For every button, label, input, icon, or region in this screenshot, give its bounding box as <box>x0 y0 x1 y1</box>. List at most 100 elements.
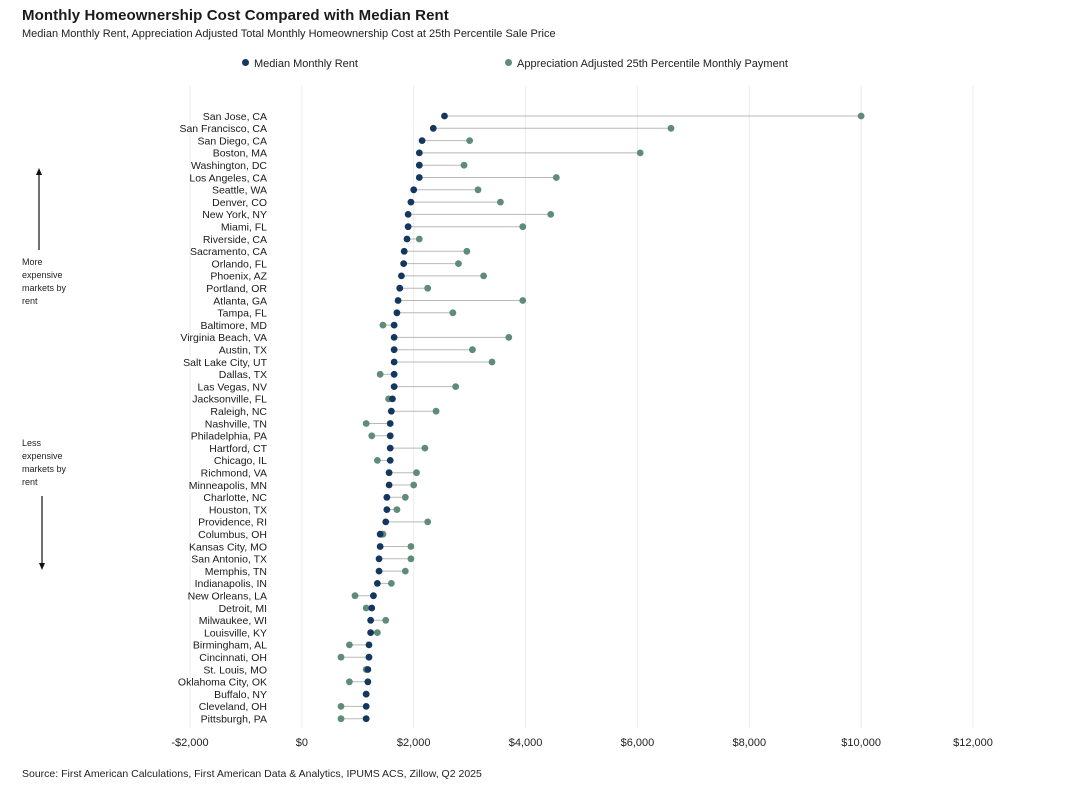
rent-point <box>367 616 375 624</box>
payment-point <box>519 223 527 231</box>
rent-point <box>370 592 377 600</box>
rent-point <box>368 604 376 612</box>
legend-item-payment: Appreciation Adjusted 25th Percentile Mo… <box>505 58 788 70</box>
payment-point <box>337 715 345 723</box>
payment-point <box>505 334 513 341</box>
payment-point <box>345 641 353 649</box>
rent-point <box>390 321 398 329</box>
category-label: Detroit, MI <box>219 603 267 615</box>
category-label: Baltimore, MD <box>200 320 267 332</box>
payment-point <box>407 543 415 550</box>
chart-title: Monthly Homeownership Cost Compared with… <box>22 7 449 24</box>
legend-item-rent: Median Monthly Rent <box>242 58 358 70</box>
category-label: Orlando, FL <box>212 258 268 270</box>
rent-point <box>390 334 398 341</box>
payment-point <box>667 124 675 132</box>
payment-point <box>452 383 460 390</box>
legend-marker-rent <box>242 59 249 66</box>
rent-point <box>362 690 370 698</box>
category-label: Louisville, KY <box>204 627 267 639</box>
legend-marker-payment <box>505 59 512 66</box>
payment-point <box>460 161 468 169</box>
category-label: Pittsburgh, PA <box>201 714 267 726</box>
rent-point <box>375 567 383 575</box>
category-label: Cleveland, OH <box>199 701 267 713</box>
payment-point <box>469 346 476 354</box>
payment-point <box>466 137 474 145</box>
payment-point <box>373 629 381 636</box>
direction-arrows <box>36 168 45 570</box>
x-tick-label: -$2,000 <box>171 737 208 749</box>
connectors <box>341 115 862 720</box>
category-label: Memphis, TN <box>205 566 267 578</box>
payment-point <box>424 518 432 526</box>
payment-point <box>455 260 462 267</box>
side-note-less-expensive: Less expensive markets by rent <box>22 438 67 487</box>
rent-point <box>394 297 402 304</box>
category-label: San Diego, CA <box>198 135 267 147</box>
x-tick-label: $2,000 <box>397 737 431 749</box>
rent-point <box>407 198 415 206</box>
payment-point <box>410 481 418 489</box>
rent-point <box>386 444 394 452</box>
rent-point <box>441 112 448 120</box>
rent-point <box>386 432 394 440</box>
category-label: Providence, RI <box>198 517 267 529</box>
rent-point <box>396 284 404 292</box>
rent-point <box>373 580 381 587</box>
rent-point <box>415 174 423 181</box>
category-label: Chicago, IL <box>214 455 267 467</box>
rent-point <box>383 506 391 513</box>
rent-point <box>389 395 396 403</box>
legend-label-payment: Appreciation Adjusted 25th Percentile Mo… <box>517 58 788 70</box>
category-label: Buffalo, NY <box>214 689 267 701</box>
x-tick-label: $12,000 <box>953 737 993 749</box>
payment-point <box>401 493 409 501</box>
rent-point <box>382 518 390 526</box>
category-label: Kansas City, MO <box>189 541 267 553</box>
category-label: Seattle, WA <box>212 185 267 197</box>
category-label: Dallas, TX <box>219 369 267 381</box>
category-label: Los Angeles, CA <box>189 172 267 184</box>
category-label: Cincinnati, OH <box>199 652 267 664</box>
payment-point <box>519 297 527 304</box>
payment-point <box>488 358 496 366</box>
payment-point <box>387 580 395 587</box>
payment-point <box>552 174 560 181</box>
category-label: San Antonio, TX <box>191 554 267 566</box>
category-label: Columbus, OH <box>198 529 267 541</box>
rent-point <box>404 211 412 218</box>
rent-point <box>364 666 372 673</box>
category-label: Atlanta, GA <box>213 295 267 307</box>
payment-point <box>432 407 440 415</box>
payment-point <box>393 506 401 513</box>
rent-point <box>365 653 373 661</box>
rent-point <box>390 358 398 366</box>
category-label: Phoenix, AZ <box>210 271 267 283</box>
category-label: Nashville, TN <box>205 418 267 430</box>
category-label: San Francisco, CA <box>179 123 267 135</box>
category-label: Charlotte, NC <box>203 492 267 504</box>
rent-point <box>390 370 398 378</box>
payment-point <box>636 149 644 157</box>
payment-point <box>857 112 865 120</box>
rent-point <box>400 260 408 267</box>
category-label: St. Louis, MO <box>203 664 267 676</box>
rent-point <box>383 493 391 501</box>
legend: Median Monthly Rent Appreciation Adjuste… <box>0 58 1067 74</box>
source-note: Source: First American Calculations, Fir… <box>22 768 482 780</box>
rent-point <box>376 543 384 550</box>
rent-point <box>375 555 383 563</box>
payment-point <box>401 567 409 575</box>
category-label: Tampa, FL <box>217 308 267 320</box>
down-arrow-icon <box>39 563 45 570</box>
rent-point <box>390 346 398 354</box>
category-label: Denver, CO <box>212 197 267 209</box>
category-label: Richmond, VA <box>201 468 267 480</box>
rent-point <box>386 457 394 464</box>
category-label: San Jose, CA <box>203 111 267 123</box>
category-label: New York, NY <box>202 209 267 221</box>
rent-point <box>429 124 437 132</box>
rent-point <box>385 469 393 477</box>
